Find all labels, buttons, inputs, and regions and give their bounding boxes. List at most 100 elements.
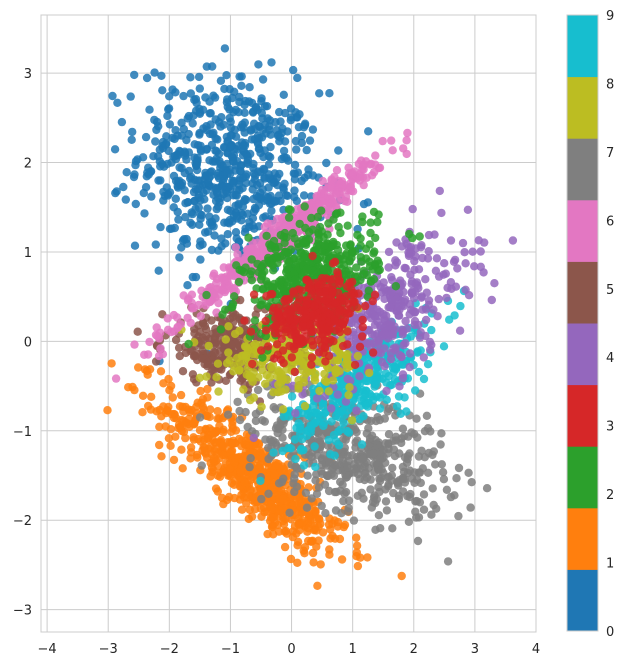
data-point (310, 442, 319, 451)
data-point (283, 262, 292, 271)
data-point (332, 166, 342, 175)
data-point (254, 167, 263, 176)
x-axis-ticks: −4 −3 −2 −1 0 1 2 3 4 (38, 642, 541, 657)
data-point (370, 290, 380, 299)
data-point (449, 257, 459, 266)
data-point (329, 178, 339, 187)
data-point (260, 222, 269, 232)
data-point (342, 270, 351, 279)
data-point (210, 447, 219, 456)
data-point (166, 425, 176, 434)
data-point (216, 468, 226, 478)
data-point (277, 369, 286, 379)
data-point (405, 449, 414, 458)
data-point (177, 415, 186, 425)
data-point (257, 300, 266, 309)
data-point (307, 537, 316, 546)
data-point (197, 461, 206, 470)
data-point (361, 244, 371, 253)
data-point (306, 421, 315, 430)
data-point (195, 84, 204, 93)
data-point (356, 379, 365, 388)
data-point (413, 536, 423, 546)
data-point (188, 220, 197, 229)
data-point (343, 374, 352, 384)
data-point (193, 184, 203, 194)
data-point (224, 322, 233, 331)
y-tick-label: −2 (13, 514, 32, 529)
data-point (454, 463, 464, 473)
data-point (140, 209, 149, 218)
data-point (225, 356, 234, 365)
data-point (233, 397, 242, 407)
data-point (290, 435, 300, 444)
data-point (427, 510, 436, 519)
data-point (202, 372, 211, 381)
data-point (416, 346, 425, 355)
data-point (248, 472, 257, 482)
data-point (435, 186, 444, 196)
data-point (237, 81, 246, 91)
data-point (315, 222, 325, 232)
data-point (289, 479, 298, 488)
data-point (311, 506, 320, 516)
data-point (367, 330, 377, 339)
data-point (164, 434, 174, 443)
data-point (346, 240, 355, 249)
colorbar-tick-label: 5 (606, 283, 614, 298)
data-point (370, 312, 379, 321)
data-point (307, 360, 316, 369)
data-point (219, 171, 228, 180)
data-point (338, 480, 347, 489)
data-point (218, 310, 227, 319)
data-point (247, 255, 256, 264)
data-point (358, 217, 367, 227)
data-point (325, 275, 335, 284)
data-point (182, 234, 191, 244)
data-point (414, 265, 424, 274)
data-point (145, 337, 154, 347)
data-point (151, 240, 160, 249)
data-point (222, 182, 232, 192)
data-point (280, 542, 290, 552)
data-point (194, 321, 203, 330)
data-point (130, 241, 140, 250)
data-point (350, 360, 360, 370)
x-tick-label: 1 (349, 642, 357, 657)
data-point (291, 275, 300, 284)
colorbar-tick-label: 9 (606, 9, 614, 24)
data-point (324, 387, 333, 396)
data-point (365, 368, 374, 378)
data-point (230, 458, 239, 467)
data-point (325, 89, 334, 98)
data-point (251, 416, 261, 426)
data-point (270, 329, 280, 338)
data-point (345, 383, 354, 392)
data-point (292, 145, 301, 154)
data-point (249, 393, 259, 402)
data-point (158, 350, 168, 359)
data-point (217, 242, 226, 251)
data-point (258, 185, 267, 194)
data-point (279, 494, 288, 504)
data-point (312, 408, 322, 418)
data-point (439, 342, 449, 351)
data-point (280, 108, 290, 118)
data-point (211, 196, 221, 206)
data-point (291, 108, 300, 117)
data-point (235, 326, 244, 335)
data-point (419, 374, 429, 384)
data-point (424, 296, 434, 305)
data-point (250, 345, 260, 355)
data-point (281, 385, 290, 394)
data-point (229, 480, 239, 489)
data-point (170, 134, 179, 144)
data-point (341, 397, 351, 406)
data-point (211, 438, 221, 447)
data-point (387, 471, 396, 480)
data-point (474, 236, 483, 245)
data-point (450, 311, 459, 320)
data-point (197, 398, 206, 407)
data-point (419, 505, 429, 514)
